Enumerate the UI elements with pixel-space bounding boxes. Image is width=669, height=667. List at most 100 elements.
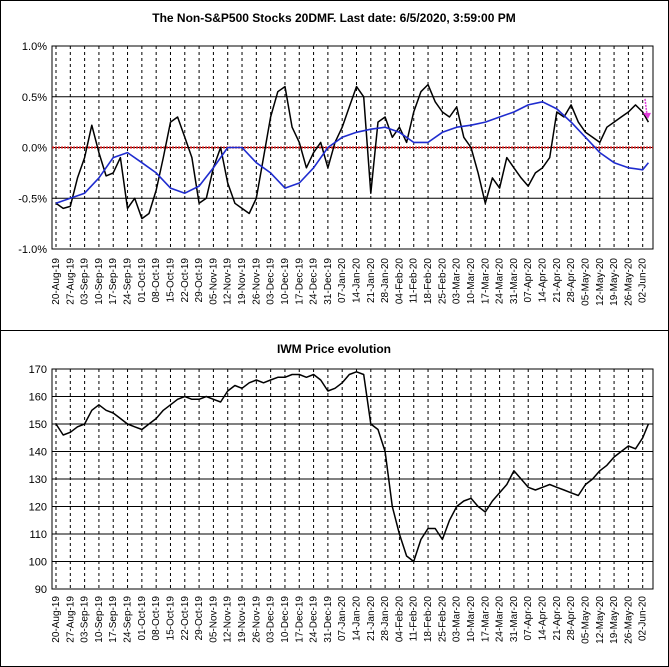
x-tick-label: 10-Sep-19: [94, 258, 105, 305]
chart-title-bottom: IWM Price evolution: [277, 342, 391, 356]
x-tick-label: 24-Sep-19: [123, 596, 134, 643]
iwm-price-panel: 90 100 110 120 130 140 150 160 170 20-Aug-19 27-Au…: [29, 364, 654, 644]
down-arrow-icon: [644, 98, 648, 115]
x-tick-label: 15-Oct-19: [165, 258, 176, 303]
x-tick-label: 24-Sep-19: [123, 258, 134, 305]
x-tick-label: 02-Jun-20: [638, 258, 649, 303]
x-tick-label: 26-Nov-19: [251, 596, 262, 643]
x-tick-label: 18-Feb-20: [423, 258, 434, 305]
x-tick-label: 05-May-20: [580, 258, 591, 306]
x-tick-label: 17-Sep-19: [108, 258, 119, 305]
x-tick-label: 05-May-20: [580, 596, 591, 644]
x-tick-label: 03-Mar-20: [452, 258, 463, 305]
x-tick-label: 10-Mar-20: [466, 596, 477, 643]
x-tick-label: 14-Jan-20: [352, 596, 363, 641]
x-tick-label: 14-Jan-20: [352, 258, 363, 303]
series-line-blue: [55, 101, 650, 205]
y-tick-label: 1.0%: [22, 41, 47, 53]
x-tick-label: 24-Mar-20: [495, 596, 506, 643]
x-tick-label: 05-Nov-19: [208, 258, 219, 305]
x-tick-label: 28-Apr-20: [566, 596, 577, 641]
x-tick-label: 03-Mar-20: [452, 596, 463, 643]
x-tick-label: 05-Nov-19: [208, 596, 219, 643]
x-tick-label: 15-Oct-19: [165, 596, 176, 641]
x-tick-label: 18-Feb-20: [423, 596, 434, 643]
x-tick-label: 12-May-20: [595, 258, 606, 306]
y-tick-label: -0.5%: [18, 193, 47, 205]
y-tick-label: -1.0%: [18, 244, 47, 256]
y-tick-label: 100: [29, 557, 47, 569]
x-tick-label: 25-Feb-20: [437, 258, 448, 305]
x-tick-label: 24-Mar-20: [495, 258, 506, 305]
x-tick-label: 14-Apr-20: [538, 596, 549, 641]
x-tick-label: 14-Apr-20: [538, 258, 549, 303]
x-tick-label: 07-Apr-20: [523, 258, 534, 303]
x-tick-label: 29-Oct-19: [194, 258, 205, 303]
x-tick-label: 26-Nov-19: [251, 258, 262, 305]
x-tick-label: 24-Dec-19: [309, 596, 320, 643]
x-tick-label: 19-Nov-19: [237, 258, 248, 305]
x-tick-label: 11-Feb-20: [409, 258, 420, 304]
money-flow-panel: -1.0% -0.5% 0.0% 0.5% 1.0% 20-Aug-19 27-Aug-19…: [18, 41, 654, 306]
y-tick-label: 130: [29, 474, 47, 486]
x-tick-label: 01-Oct-19: [137, 596, 148, 641]
y-tick-label: 150: [29, 419, 47, 431]
x-tick-label: 22-Oct-19: [180, 258, 191, 303]
chart-title-top: The Non-S&P500 Stocks 20DMF. Last date: …: [152, 11, 515, 25]
x-tick-label: 10-Dec-19: [280, 596, 291, 643]
x-tick-label: 28-Apr-20: [566, 258, 577, 303]
x-tick-label: 27-Aug-19: [65, 596, 76, 643]
x-tick-label: 19-Nov-19: [237, 596, 248, 643]
x-tick-label: 19-May-20: [609, 258, 620, 306]
x-tick-label: 24-Dec-19: [309, 258, 320, 305]
x-tick-label: 25-Feb-20: [437, 596, 448, 643]
series-line-black: [55, 83, 650, 220]
x-tick-label: 20-Aug-19: [51, 596, 62, 643]
x-tick-label: 22-Oct-19: [180, 596, 191, 641]
x-tick-label: 21-Jan-20: [366, 596, 377, 641]
x-tick-label: 26-May-20: [623, 258, 634, 306]
x-tick-label: 31-Mar-20: [509, 258, 520, 305]
series-line-black: [55, 371, 650, 563]
y-tick-label: 170: [29, 364, 47, 376]
x-tick-label: 04-Feb-20: [394, 596, 405, 643]
x-tick-label: 31-Dec-19: [323, 258, 334, 305]
x-tick-label: 17-Dec-19: [294, 596, 305, 643]
x-tick-label: 17-Dec-19: [294, 258, 305, 305]
y-tick-label: 160: [29, 392, 47, 404]
x-tick-label: 17-Mar-20: [480, 596, 491, 643]
x-tick-label: 08-Oct-19: [151, 596, 162, 641]
x-tick-label: 31-Dec-19: [323, 596, 334, 643]
x-tick-label: 21-Apr-20: [552, 258, 563, 303]
x-tick-label: 03-Dec-19: [266, 258, 277, 305]
y-tick-label: 120: [29, 502, 47, 514]
y-tick-label: 140: [29, 447, 47, 459]
y-tick-label: 110: [29, 529, 47, 541]
y-tick-label: 90: [35, 584, 47, 596]
x-tick-label: 01-Oct-19: [137, 258, 148, 303]
x-tick-label: 10-Mar-20: [466, 258, 477, 305]
x-tick-label: 27-Aug-19: [65, 258, 76, 305]
x-tick-label: 17-Mar-20: [480, 258, 491, 305]
x-tick-label: 20-Aug-19: [51, 258, 62, 305]
x-tick-label: 03-Sep-19: [80, 258, 91, 305]
x-tick-label: 21-Jan-20: [366, 258, 377, 303]
x-tick-label: 11-Feb-20: [409, 596, 420, 642]
x-tick-label: 19-May-20: [609, 596, 620, 644]
x-tick-label: 08-Oct-19: [151, 258, 162, 303]
y-tick-label: 0.5%: [22, 92, 47, 104]
x-tick-label: 28-Jan-20: [380, 258, 391, 303]
x-tick-label: 12-Nov-19: [223, 258, 234, 305]
x-tick-label: 10-Sep-19: [94, 596, 105, 643]
down-arrow-head-icon: [643, 112, 651, 119]
x-tick-label: 26-May-20: [623, 596, 634, 644]
x-tick-label: 03-Dec-19: [266, 596, 277, 643]
y-tick-label: 0.0%: [22, 143, 47, 155]
x-tick-label: 12-Nov-19: [223, 596, 234, 643]
x-tick-label: 04-Feb-20: [394, 258, 405, 305]
x-tick-label: 07-Jan-20: [337, 258, 348, 303]
x-tick-label: 17-Sep-19: [108, 596, 119, 643]
